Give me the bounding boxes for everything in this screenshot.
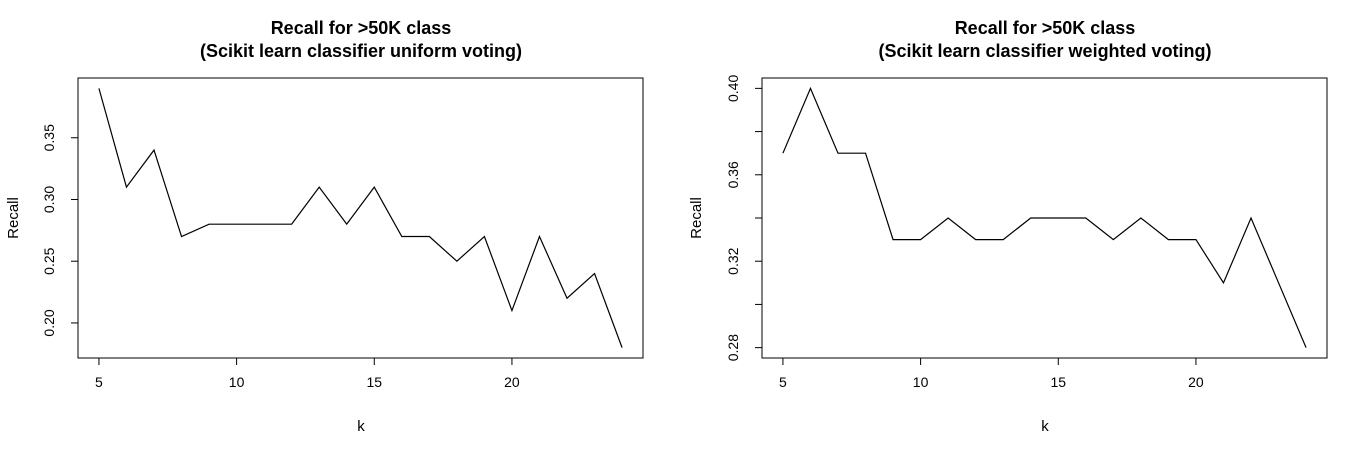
chart-panel-1: Recall for >50K class (Scikit learn clas… bbox=[5, 18, 644, 435]
chart-title: Recall for >50K class bbox=[271, 18, 452, 38]
chart-subtitle: (Scikit learn classifier uniform voting) bbox=[200, 41, 522, 61]
x-axis-label: k bbox=[357, 418, 365, 435]
y-axis: 0.28 0.32 0.36 0.40 bbox=[725, 75, 763, 361]
x-tick-label: 10 bbox=[913, 374, 929, 390]
x-tick-label: 10 bbox=[229, 374, 245, 390]
chart-panel-2: Recall for >50K class (Scikit learn clas… bbox=[688, 18, 1328, 435]
y-tick-label: 0.32 bbox=[725, 247, 741, 274]
y-tick-label: 0.28 bbox=[725, 334, 741, 361]
y-axis-label: Recall bbox=[688, 197, 705, 239]
x-tick-label: 20 bbox=[504, 374, 520, 390]
y-tick-label: 0.20 bbox=[41, 309, 57, 336]
x-axis: 5 10 15 20 bbox=[95, 357, 520, 390]
series-line bbox=[98, 88, 623, 348]
chart-subtitle: (Scikit learn classifier weighted voting… bbox=[878, 41, 1211, 61]
x-axis: 5 10 15 20 bbox=[779, 357, 1204, 390]
y-tick-label: 0.40 bbox=[725, 75, 741, 102]
x-tick-label: 5 bbox=[779, 374, 787, 390]
x-axis-label: k bbox=[1041, 418, 1049, 435]
y-tick-label: 0.35 bbox=[41, 124, 57, 151]
chart-title: Recall for >50K class bbox=[955, 18, 1136, 38]
y-axis: 0.20 0.25 0.30 0.35 bbox=[41, 124, 79, 337]
x-tick-label: 5 bbox=[95, 374, 103, 390]
x-tick-label: 15 bbox=[366, 374, 382, 390]
y-axis-label: Recall bbox=[5, 197, 22, 239]
series-line bbox=[782, 86, 1307, 348]
plot-frame bbox=[77, 77, 644, 359]
x-tick-label: 20 bbox=[1188, 374, 1204, 390]
y-tick-label: 0.36 bbox=[725, 161, 741, 188]
y-tick-label: 0.25 bbox=[41, 247, 57, 274]
y-tick-label: 0.30 bbox=[41, 186, 57, 213]
x-tick-label: 15 bbox=[1050, 374, 1066, 390]
